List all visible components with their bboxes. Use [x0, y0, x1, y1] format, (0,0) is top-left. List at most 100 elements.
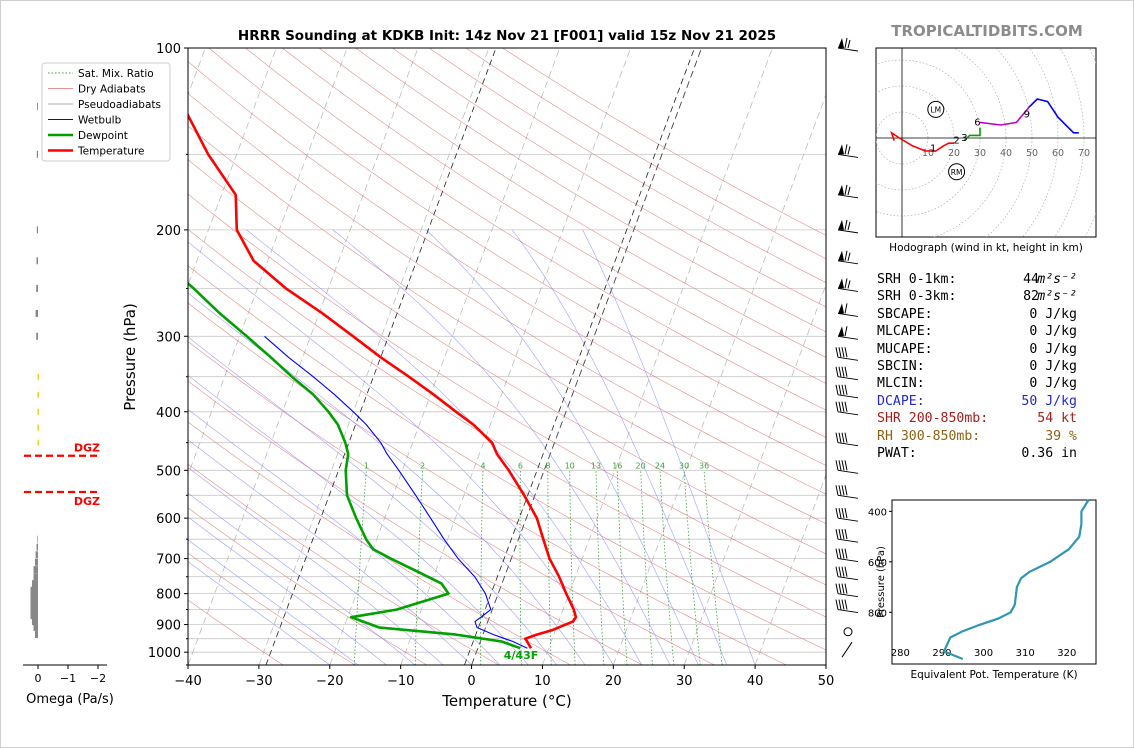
- wind-barb-feather: [838, 485, 842, 496]
- wind-barb-shaft: [837, 312, 859, 317]
- stat-label: SHR 200-850mb:: [877, 411, 989, 427]
- wind-barb-feather: [838, 384, 842, 395]
- y-tick-label: 300: [156, 330, 181, 345]
- dry-adiabat: [188, 61, 826, 466]
- theta-e-tick-label: 280: [891, 648, 910, 659]
- x-tick-label: −30: [245, 674, 272, 689]
- dry-adiabat: [188, 380, 643, 665]
- moist-adiabat: [188, 516, 387, 665]
- wind-barb-feather: [844, 401, 848, 412]
- stat-value: 39 %: [1045, 428, 1077, 444]
- x-tick-label: −40: [174, 674, 201, 689]
- wind-barb-feather: [838, 401, 842, 412]
- omega-bar: [30, 606, 38, 614]
- omega-bar: [33, 623, 38, 631]
- watermark: TROPICALTIDBITS.COM: [891, 22, 1083, 40]
- hodograph-height-label: 2: [953, 136, 959, 147]
- isotherm: [542, 48, 773, 665]
- stat-row: MUCAPE: 0 J/kg: [877, 342, 1077, 359]
- wind-barb-shaft: [837, 194, 859, 199]
- moist-adiabat: [188, 241, 614, 665]
- omega-bar: [37, 391, 39, 398]
- storm-motion-marker: [927, 100, 945, 118]
- wind-barb-feather: [844, 599, 848, 610]
- legend-label: Temperature: [77, 146, 145, 158]
- wind-barb: [835, 460, 859, 474]
- omega-xlabel: Omega (Pa/s): [26, 692, 114, 707]
- wind-barb-feather: [835, 347, 839, 358]
- wind-barb: [837, 250, 859, 265]
- theta-e-tick-label: 320: [1057, 648, 1076, 659]
- y-tick-label: 900: [156, 619, 181, 634]
- dry-adiabat: [355, 48, 826, 333]
- y-tick-label: 400: [156, 406, 181, 421]
- wind-barb: [835, 508, 859, 522]
- omega-bar: [36, 284, 38, 292]
- wind-barb-feather: [844, 566, 848, 577]
- wind-barb-feather: [838, 508, 842, 519]
- omega-bar: [36, 150, 38, 158]
- omega-bar: [37, 535, 38, 543]
- wind-barb-feather: [835, 366, 839, 377]
- moist-adiabat: [188, 336, 557, 665]
- hodograph-tick-label: 50: [1026, 148, 1038, 159]
- mixing-ratio-label: 16: [612, 461, 622, 470]
- wind-barb-flag: [838, 219, 844, 230]
- mixing-ratio-line: [414, 470, 423, 665]
- dgz-label: DGZ: [74, 442, 100, 455]
- wind-barb-feather: [844, 250, 848, 261]
- isotherm: [188, 48, 419, 665]
- wind-barb: [835, 432, 859, 447]
- profile-temperature: [188, 112, 578, 649]
- skewt-plot: 1 2 4 6 8 10 13 16 20 24 30 36 10020030040050060070…: [121, 37, 859, 710]
- wind-barb-feather: [838, 599, 842, 610]
- wind-barb-feather: [841, 529, 845, 540]
- legend-label: Pseudoadiabats: [78, 99, 161, 111]
- wind-barb-feather: [841, 599, 845, 610]
- y-tick-label: 700: [156, 553, 181, 568]
- moist-adiabat: [332, 229, 671, 665]
- wind-barb-feather: [844, 432, 848, 443]
- moist-adiabat: [188, 467, 444, 665]
- wind-barb-flag: [838, 38, 844, 48]
- isotherm: [329, 48, 561, 665]
- wind-barb-flag: [838, 250, 844, 261]
- stat-label: DCAPE:: [877, 393, 925, 409]
- mixing-ratio-line: [703, 470, 723, 665]
- wind-barb-feather: [841, 347, 845, 358]
- omega-bar: [30, 599, 38, 607]
- storm-motion-marker: [948, 163, 966, 181]
- wind-barb: [835, 566, 859, 581]
- wind-barb-shaft: [837, 229, 859, 234]
- y-tick-label: 500: [156, 464, 181, 479]
- stat-row: SBCIN: 0 J/kg: [877, 359, 1077, 376]
- x-tick-label: 10: [534, 674, 551, 689]
- mixing-ratio-line: [547, 470, 552, 665]
- wind-barb-feather: [841, 485, 845, 496]
- wind-barb: [835, 366, 859, 381]
- parcel-reference-line: [464, 48, 695, 665]
- wind-barb-shaft: [837, 356, 859, 361]
- omega-bar: [30, 612, 38, 620]
- theta-e-plot: 400 600 800 280 290 300 310 320 Equivalent Pot.…: [868, 499, 1097, 681]
- wind-barb-shaft: [837, 394, 859, 399]
- wind-barb-feather: [835, 460, 839, 471]
- moist-adiabat: [246, 229, 642, 665]
- mixing-ratio-label: 36: [699, 461, 709, 470]
- mixing-ratio-label: 13: [591, 461, 601, 470]
- omega-bar: [36, 543, 38, 551]
- wind-barb-feather: [847, 221, 851, 231]
- skewt-legend: Sat. Mix. Ratio Dry Adiabats Pseudoadiabat…: [41, 62, 171, 162]
- wind-barb-shaft: [837, 260, 859, 265]
- wind-barb-feather: [835, 508, 839, 519]
- skewt-gridlines: 1 2 4 6 8 10 13 16 20 24 30 36: [188, 48, 826, 665]
- wind-barb-shaft: [837, 47, 859, 52]
- profile-wetbulb: [264, 335, 528, 649]
- wind-barb-feather: [844, 508, 848, 519]
- wind-barb-feather: [841, 508, 845, 519]
- theta-e-xlabel: Equivalent Pot. Temperature (K): [910, 669, 1077, 681]
- wind-barb-feather: [841, 432, 845, 443]
- hodograph-height-label: 1: [930, 143, 936, 154]
- y-tick-label: 200: [156, 224, 181, 239]
- wind-barb-feather: [835, 529, 839, 540]
